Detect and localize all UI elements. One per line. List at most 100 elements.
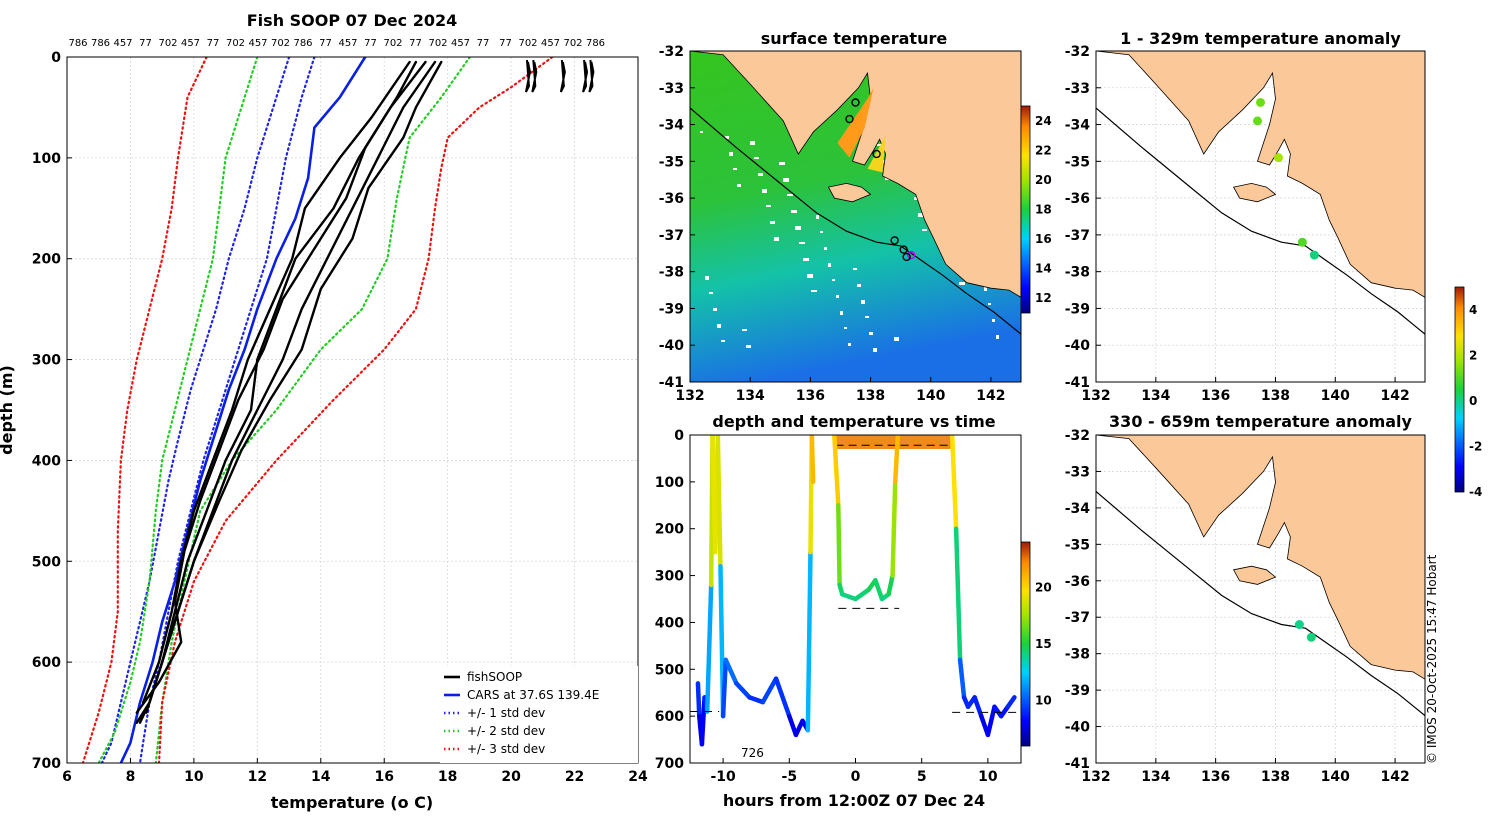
top-label: 77	[364, 38, 377, 49]
timedepth-colorbar	[1020, 541, 1031, 747]
anom2-point-1	[1306, 632, 1316, 642]
cloud-speck	[791, 210, 797, 213]
cloud-speck	[803, 258, 809, 261]
cloud-speck	[742, 329, 747, 331]
series-line-4	[154, 57, 471, 763]
x-tick-label: 0	[851, 769, 861, 785]
shelf-break-contour	[690, 107, 1021, 335]
shelf-break-contour	[1096, 107, 1425, 335]
profile-axes-frame	[66, 56, 639, 764]
series-line-0	[119, 57, 367, 763]
x-tick-label: 24	[628, 769, 648, 785]
y-tick-label: -41	[1065, 756, 1090, 772]
haul-3-segment	[972, 695, 984, 719]
x-tick-label: 134	[736, 388, 765, 404]
cloud-speck	[811, 290, 817, 292]
anom1-map-group	[1096, 51, 1425, 335]
y-tick-label: 200	[655, 522, 684, 538]
cloud-speck	[828, 263, 831, 267]
top-label: 702	[158, 38, 177, 49]
y-tick-label: 300	[655, 569, 684, 585]
sst-colorbar-tick: 12	[1035, 291, 1052, 305]
y-tick-label: -39	[1065, 683, 1090, 699]
y-tick-label: -40	[1065, 720, 1091, 736]
anomaly-colorbar	[1454, 286, 1465, 493]
cloud-speck	[737, 184, 741, 187]
anom1-point-0	[1256, 97, 1265, 107]
cloud-speck	[840, 311, 843, 315]
legend-label-4: +/- 3 std dev	[467, 742, 545, 756]
x-tick-label: 6	[62, 769, 72, 785]
legend-label-0: fishSOOP	[467, 670, 522, 684]
y-tick-label: -40	[659, 338, 685, 354]
legend-box	[440, 666, 638, 763]
top-label: 702	[563, 38, 582, 49]
anom1-title: 1 - 329m temperature anomaly	[1120, 29, 1401, 48]
haul-1-segment	[773, 676, 792, 719]
anom1-point-2	[1273, 153, 1283, 163]
haul-1-segment	[809, 435, 816, 485]
sst-colorbar-tick: 20	[1035, 173, 1052, 187]
top-label: 702	[383, 38, 402, 49]
top-label: 702	[271, 38, 290, 49]
y-tick-label: -34	[1065, 118, 1091, 134]
legend-label-2: +/- 1 std dev	[467, 706, 545, 720]
y-tick-label: 700	[655, 756, 684, 772]
cloud-speck	[721, 340, 725, 342]
y-tick-label: -37	[1065, 610, 1090, 626]
timedepth-xlabel: hours from 12:00Z 07 Dec 24	[723, 791, 985, 810]
x-tick-label: 132	[1081, 388, 1110, 404]
haul-2-segment	[853, 587, 871, 602]
cloud-speck	[709, 292, 713, 294]
warm-gulf-water-2	[867, 135, 886, 173]
haul-2-segment	[890, 479, 898, 578]
y-tick-label: -32	[1065, 428, 1090, 444]
sst-colorbar-tick: 24	[1035, 114, 1052, 128]
x-tick-label: 138	[1261, 769, 1290, 785]
top-label: 457	[113, 38, 132, 49]
haul-2-segment	[873, 578, 885, 602]
top-label: 77	[139, 38, 152, 49]
x-tick-label: 138	[856, 388, 885, 404]
top-label: 457	[541, 38, 560, 49]
cloud-speck	[918, 213, 923, 217]
timedepth-colorbar-tick: 15	[1035, 637, 1052, 651]
x-tick-label: 18	[438, 769, 457, 785]
surface-trace-0	[524, 59, 531, 93]
x-tick-label: 142	[976, 388, 1005, 404]
cloud-speck	[869, 332, 873, 335]
legend-label-3: +/- 2 std dev	[467, 724, 545, 738]
x-tick-label: 142	[1380, 388, 1409, 404]
haul-1-segment	[787, 713, 799, 738]
cloud-speck	[922, 229, 927, 231]
x-tick-label: 140	[1321, 388, 1350, 404]
anom1-point-3	[1297, 237, 1307, 247]
top-label: 786	[293, 38, 312, 49]
y-tick-label: 400	[32, 453, 61, 469]
series-line-10	[141, 60, 411, 704]
y-tick-label: -32	[659, 44, 684, 60]
y-tick-label: 600	[32, 655, 61, 671]
surface-trace-2	[559, 59, 566, 93]
top-label: 786	[68, 38, 87, 49]
sst-colorbar-tick: 18	[1035, 203, 1052, 217]
kangaroo-island	[1232, 565, 1277, 585]
series-line-9	[135, 60, 427, 724]
y-tick-label: -38	[659, 265, 684, 281]
cloud-speck	[762, 189, 767, 193]
y-tick-label: 0	[51, 50, 61, 66]
haul-3-segment	[1005, 695, 1017, 710]
y-tick-label: 500	[655, 662, 684, 678]
x-tick-label: -10	[710, 769, 736, 785]
cloud-speck	[996, 335, 999, 339]
y-tick-label: 400	[655, 615, 684, 631]
series-line-8	[145, 60, 443, 714]
haul-3-segment	[949, 435, 959, 531]
timedepth-colorbar-tick: 20	[1035, 580, 1052, 594]
y-tick-label: 100	[32, 151, 61, 167]
timedepth-title: depth and temperature vs time	[712, 412, 995, 431]
anom1-point-4	[1309, 250, 1319, 260]
cloud-speck	[783, 178, 789, 182]
top-label: 702	[226, 38, 245, 49]
